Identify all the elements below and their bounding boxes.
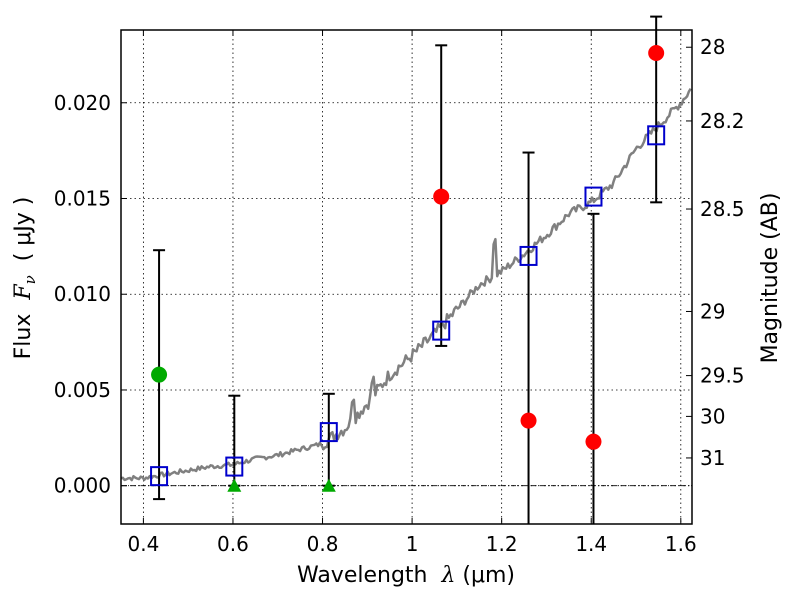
- y2-tick-label: 28.2: [700, 109, 745, 133]
- red-circle-marker: [520, 412, 537, 429]
- red-circle-marker: [433, 188, 450, 205]
- x-tick-label: 1.6: [665, 532, 697, 556]
- y-tick-label: 0.015: [54, 186, 111, 210]
- x-tick-label: 1: [406, 532, 419, 556]
- y-tick-label: 0.000: [54, 474, 111, 498]
- green-triangle-marker: [227, 478, 242, 492]
- x-tick-label: 0.6: [217, 532, 249, 556]
- axes: 0.4 0.6 0.8 1 1.2 1.4 1.6 0.000 0.005 0.010 0.015 0…: [54, 29, 745, 556]
- spectrum-line: [120, 88, 692, 482]
- y2-tick-label: 28.5: [700, 197, 745, 221]
- y2-tick-label: 31: [700, 446, 725, 470]
- y-axis-label: Flux Fν ( μJy ): [11, 197, 39, 360]
- blue-square-marker: [584, 186, 603, 207]
- blue-square-marker: [225, 456, 244, 477]
- y2-axis-label: Magnitude (AB): [758, 193, 783, 364]
- red-circle-marker: [648, 44, 665, 61]
- y-tick-label: 0.010: [54, 282, 111, 306]
- blue-square-marker: [150, 466, 169, 487]
- x-tick-label: 1.4: [575, 532, 607, 556]
- y2-tick-label: 28: [700, 35, 725, 59]
- blue-square-marker: [519, 245, 538, 266]
- blue-square-marker: [647, 125, 666, 146]
- model-spectrum: [120, 88, 692, 482]
- plot-frame: [120, 29, 693, 525]
- y-tick-label: 0.020: [54, 91, 111, 115]
- red-circle-marker: [585, 433, 602, 450]
- data-markers: [150, 44, 666, 492]
- y2-tick-label: 29.5: [700, 364, 745, 388]
- y2-tick-label: 30: [700, 404, 725, 428]
- y-tick-label: 0.005: [54, 378, 111, 402]
- y2-tick-label: 29: [700, 299, 725, 323]
- x-tick-label: 0.8: [307, 532, 339, 556]
- blue-square-marker: [432, 320, 451, 341]
- green-triangle-marker: [321, 478, 336, 492]
- x-tick-label: 1.2: [486, 532, 518, 556]
- blue-square-marker: [319, 422, 338, 443]
- grid: [121, 30, 692, 524]
- x-tick-label: 0.4: [127, 532, 159, 556]
- green-circle-marker: [151, 366, 168, 383]
- x-axis-label: Wavelength λ (μm): [297, 563, 515, 588]
- error-bars: [153, 15, 663, 524]
